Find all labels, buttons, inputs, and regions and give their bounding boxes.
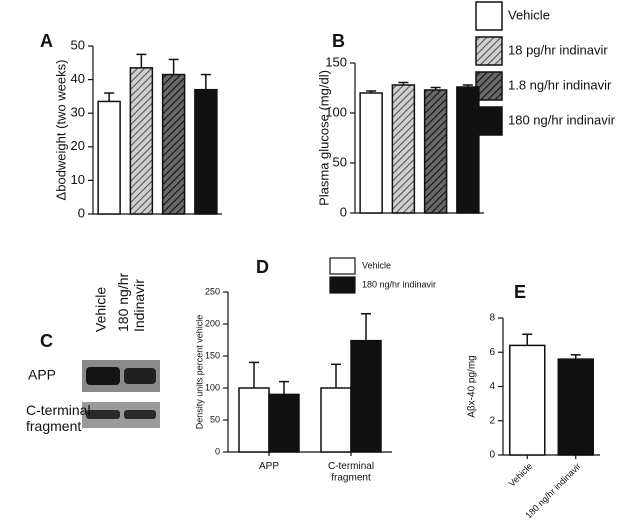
legend-label: 1.8 ng/hr indinavir (508, 77, 612, 92)
legend-swatch (329, 257, 356, 275)
legend-label: 180 ng/hr indinavir (508, 112, 616, 127)
y-axis-label: Δbodweight (two weeks) (53, 60, 68, 201)
panel-label: B (332, 31, 345, 51)
y-axis-label: Aβx-40 pg/mg (467, 355, 478, 417)
legend-label: Vehicle (362, 260, 391, 270)
row-label: APP (28, 367, 56, 383)
legend-label: 180 ng/hr indinavir (362, 279, 436, 289)
bar (194, 88, 218, 215)
panel-label: C (40, 331, 53, 351)
y-tick-label: 8 (489, 313, 495, 324)
y-tick-label: 250 (205, 286, 220, 296)
bar (423, 89, 448, 214)
y-tick-label: 0 (215, 446, 220, 456)
bar (320, 387, 352, 453)
bar (161, 73, 186, 215)
y-tick-label: 200 (205, 318, 220, 328)
bar (509, 344, 546, 456)
y-tick-label: 4 (489, 381, 495, 392)
legend-swatch (475, 1, 503, 31)
y-tick-label: 100 (325, 104, 347, 119)
y-tick-label: 150 (325, 54, 347, 69)
y-tick-label: 6 (489, 347, 495, 358)
legend-swatch (475, 36, 503, 66)
bar (359, 92, 383, 214)
panel-label: D (256, 257, 269, 277)
bar (129, 67, 154, 215)
y-tick-label: 20 (71, 138, 85, 153)
legend-swatch (329, 276, 356, 294)
blot-band (124, 410, 156, 419)
bar (391, 84, 416, 214)
y-tick-label: 40 (71, 71, 85, 86)
bar (268, 393, 300, 453)
y-tick-label: 150 (205, 350, 220, 360)
legend-swatch (475, 106, 503, 136)
lane-label: Vehicle (93, 287, 109, 332)
y-tick-label: 0 (78, 205, 85, 220)
bar (350, 339, 382, 453)
y-tick-label: 100 (205, 382, 220, 392)
x-tick-label: APP (259, 461, 279, 472)
y-tick-label: 50 (333, 154, 347, 169)
blot: C APP C-terminal fragment Vehicle 180 ng/… (26, 273, 160, 434)
lane-label: 180 ng/hrIndinavir (115, 273, 147, 332)
y-tick-label: 30 (71, 105, 85, 120)
panel-label: E (514, 282, 526, 302)
bar (456, 86, 480, 214)
x-tick-label: C-terminal fragment (328, 461, 374, 484)
legend-label: Vehicle (508, 7, 550, 22)
y-tick-label: 2 (489, 415, 495, 426)
bar (97, 100, 121, 215)
blot-band (124, 368, 156, 384)
bar (557, 358, 594, 456)
y-tick-label: 50 (71, 37, 85, 52)
y-tick-label: 10 (71, 172, 85, 187)
legend-swatch (475, 71, 503, 101)
blot-band (86, 410, 120, 419)
blot-band (86, 367, 120, 385)
y-axis-label: Density units percent vehicle (194, 315, 204, 430)
legend-label: 18 pg/hr indinavir (508, 42, 608, 57)
y-tick-label: 50 (210, 414, 220, 424)
y-tick-label: 0 (340, 204, 347, 219)
panel-label: A (40, 31, 53, 51)
y-tick-label: 0 (489, 450, 495, 461)
row-label: C-terminal fragment (26, 402, 91, 434)
y-axis-label: Plasma glucose (mg/dl) (316, 70, 331, 206)
bar (238, 387, 270, 453)
x-tick-label: Vehicle (507, 461, 535, 489)
